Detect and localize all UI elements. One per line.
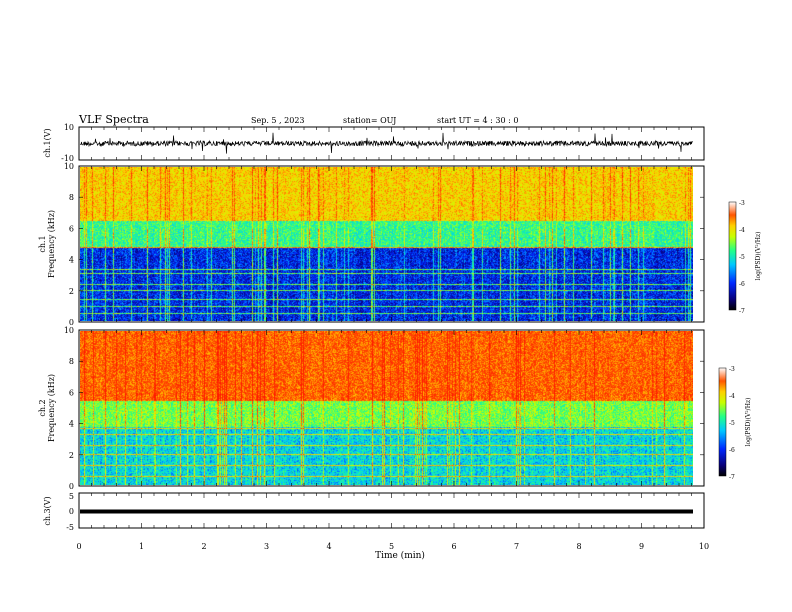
station-label: station= OUJ — [343, 116, 396, 125]
ch1-waveform-ylabel: ch.1(V) — [43, 128, 52, 157]
ch2-spectrogram-ticks — [78, 330, 705, 486]
x-tick-label: 6 — [451, 542, 456, 551]
ch1-spectrogram-ylabel-channel: ch.1 — [38, 235, 47, 252]
x-tick-label: 10 — [699, 542, 709, 551]
ch1-spectrogram-ytick-labels: 0 2 4 6 8 10 — [64, 162, 704, 327]
ch3-ytick-middle: 0 — [69, 507, 74, 516]
y-tick-label: 4 — [69, 256, 74, 265]
x-tick-label: 1 — [139, 542, 144, 551]
x-axis-tick-labels: 0 1 2 3 4 5 6 7 8 9 10 — [76, 542, 709, 551]
start-time-label: start UT = 4 : 30 : 0 — [437, 116, 518, 125]
ch3-waveform-ticks — [78, 493, 705, 528]
y-tick-label: 6 — [69, 388, 74, 397]
ch3-waveform-ylabel: ch.3(V) — [43, 496, 52, 525]
ch1-spectrogram-image — [80, 167, 693, 321]
ch2-spectrogram-ylabel: Frequency (kHz) — [47, 374, 56, 442]
x-tick-label: 9 — [639, 542, 644, 551]
y-tick-label: 0 — [69, 482, 74, 491]
x-tick-label: 0 — [76, 542, 81, 551]
ch1-spectrogram-ticks — [78, 166, 705, 322]
ch3-ytick-bottom: -5 — [66, 523, 74, 532]
ch1-spectrogram-panel: 0 2 4 6 8 10 ch.1 Frequency (kHz) — [38, 162, 705, 327]
date-label: Sep. 5 , 2023 — [251, 116, 305, 125]
ch3-waveform-panel: 5 0 -5 ch.3(V) — [43, 492, 705, 532]
y-tick-label: 4 — [69, 420, 74, 429]
ch1-colorbar-tick-labels: -3 -4 -5 -6 -7 — [739, 200, 745, 315]
ch1-waveform-panel: 10 -10 ch.1(V) — [43, 123, 705, 163]
ch2-spectrogram-panel: 0 2 4 6 8 10 ch.2 Frequency (kHz) — [38, 326, 705, 491]
ch2-spectrogram-ylabel-channel: ch.2 — [38, 399, 47, 416]
y-tick-label: 2 — [69, 287, 74, 296]
y-tick-label: 10 — [64, 326, 74, 335]
ch2-colorbar: -3 -4 -5 -6 -7 log(PSD)(V²/Hz) — [718, 366, 752, 481]
x-tick-label: 3 — [264, 542, 269, 551]
ch1-ytick-bottom: -10 — [61, 154, 74, 163]
colorbar-tick-label: -7 — [739, 308, 745, 315]
x-tick-label: 4 — [326, 542, 331, 551]
ch1-ytick-top: 10 — [64, 123, 74, 132]
x-tick-label: 2 — [201, 542, 206, 551]
x-tick-label: 8 — [576, 542, 581, 551]
ch1-waveform-ticks — [78, 127, 705, 160]
y-tick-label: 8 — [69, 193, 74, 202]
ch3-ytick-top: 5 — [69, 492, 74, 501]
colorbar-tick-label: -7 — [729, 474, 735, 481]
y-tick-label: 8 — [69, 357, 74, 366]
colorbar-tick-label: -6 — [729, 447, 735, 454]
colorbar-tick-label: -3 — [729, 366, 735, 373]
ch1-spectrogram-ylabel: Frequency (kHz) — [47, 210, 56, 278]
ch2-colorbar-label: log(PSD)(V²/Hz) — [745, 398, 752, 447]
y-tick-label: 6 — [69, 224, 74, 233]
ch1-colorbar-label: log(PSD)(V²/Hz) — [755, 232, 762, 281]
colorbar-tick-label: -4 — [729, 393, 735, 400]
colorbar-tick-label: -5 — [739, 254, 745, 261]
y-tick-label: 10 — [64, 162, 74, 171]
y-tick-label: 2 — [69, 451, 74, 460]
ch2-spectrogram-ytick-labels: 0 2 4 6 8 10 — [64, 326, 704, 491]
ch1-colorbar-gradient — [728, 201, 737, 311]
x-axis-label: Time (min) — [375, 550, 425, 561]
ch2-colorbar-gradient — [718, 367, 727, 477]
colorbar-tick-label: -4 — [739, 227, 745, 234]
ch1-waveform-line — [79, 132, 694, 154]
colorbar-tick-label: -6 — [739, 281, 745, 288]
figure-title: VLF Spectra — [78, 113, 149, 126]
colorbar-tick-label: -3 — [739, 200, 745, 207]
x-tick-label: 5 — [389, 542, 394, 551]
colorbar-tick-label: -5 — [729, 420, 735, 427]
y-tick-label: 0 — [69, 318, 74, 327]
ch2-colorbar-tick-labels: -3 -4 -5 -6 -7 — [729, 366, 735, 481]
ch2-spectrogram-image — [80, 331, 693, 485]
x-tick-label: 7 — [514, 542, 519, 551]
ch1-colorbar: -3 -4 -5 -6 -7 log(PSD)(V²/Hz) — [728, 200, 762, 315]
